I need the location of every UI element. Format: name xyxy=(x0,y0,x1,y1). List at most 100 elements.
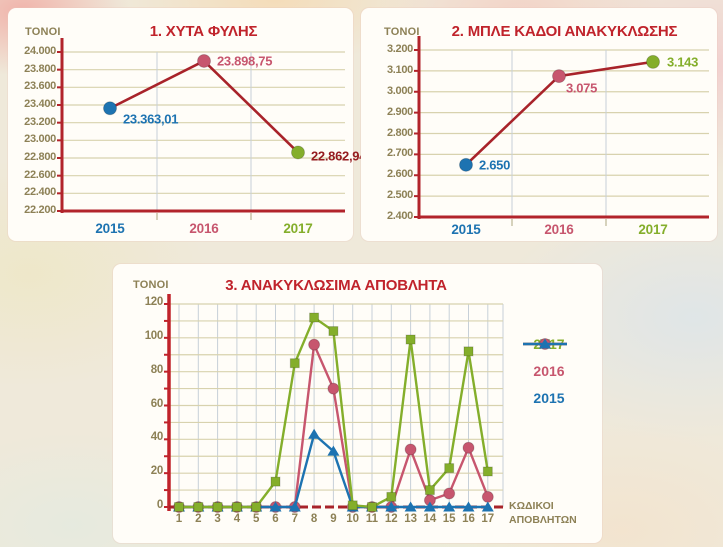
y-tick-label: 2.500 xyxy=(386,189,413,202)
data-point-marker-2017 xyxy=(328,326,339,337)
data-point-marker-2017 xyxy=(482,466,493,477)
data-point-marker-2017 xyxy=(367,502,377,512)
chart2-data-label-2017: 3.143 xyxy=(667,54,699,70)
data-point-marker-2015 xyxy=(404,501,417,512)
y-tick-label: 23.600 xyxy=(24,80,56,93)
chart2-data-label-2016: 3.075 xyxy=(566,80,598,96)
data-point-2015 xyxy=(103,101,117,116)
x-tick-label-4: 4 xyxy=(233,513,241,525)
data-point-marker-2017 xyxy=(251,502,262,512)
chart-panel-2: ΤΟΝΟΙ 2. ΜΠΛΕ ΚΑΔΟΙ ΑΝΑΚΥΚΛΩΣΗΣ 2.650 3.… xyxy=(361,8,717,241)
data-point-marker-2017 xyxy=(309,312,320,323)
x-tick-label-2015: 2015 xyxy=(451,222,481,237)
y-tick-label: 100 xyxy=(144,329,164,342)
x-tick-label-17: 17 xyxy=(481,513,495,525)
data-point-marker-2017 xyxy=(424,485,435,496)
data-point-marker-2015 xyxy=(462,501,475,512)
y-tick-label: 0 xyxy=(156,499,163,511)
x-tick-label-2: 2 xyxy=(195,513,202,525)
y-tick-label: 23.400 xyxy=(24,98,56,110)
x-tick-label-11: 11 xyxy=(365,513,379,525)
data-point-marker-2017 xyxy=(405,334,416,345)
chart1-data-label-2017: 22.862,94 xyxy=(311,148,367,164)
x-tick-label-2016: 2016 xyxy=(544,222,574,237)
chart3-y-axis-unit: ΤΟΝΟΙ xyxy=(133,279,169,291)
y-tick-label: 2.600 xyxy=(386,168,413,181)
chart3-x-axis-label: ΚΩΔΙΚΟΙ ΑΠΟΒΛΗΤΩΝ xyxy=(509,500,577,526)
y-tick-label: 23.000 xyxy=(24,133,56,146)
data-point-2017 xyxy=(646,54,660,69)
y-tick-label: 2.700 xyxy=(386,147,413,160)
chart1-canvas xyxy=(57,38,345,220)
y-tick-label: 22.200 xyxy=(24,204,56,216)
chart2-title: 2. ΜΠΛΕ ΚΑΔΟΙ ΑΝΑΚΥΚΛΩΣΗΣ xyxy=(451,23,678,40)
data-point-marker-2015 xyxy=(423,501,436,512)
chart-panel-1: ΤΟΝΟΙ 1. ΧΥΤΑ ΦΥΛΗΣ 23.363,01 23.898,75 … xyxy=(8,8,366,241)
data-point-marker-2017 xyxy=(347,500,358,511)
x-tick-label-2017: 2017 xyxy=(638,222,668,237)
y-tick-label: 2.400 xyxy=(386,210,413,222)
data-point-marker-2017 xyxy=(289,358,300,369)
x-tick-label-16: 16 xyxy=(462,513,475,525)
legend-entry-2015: 2015 xyxy=(521,338,577,406)
data-point-marker-2017 xyxy=(270,476,281,487)
chart1-y-axis-unit: ΤΟΝΟΙ xyxy=(25,26,61,38)
x-tick-label-8: 8 xyxy=(310,513,318,525)
legend-label-2015: 2015 xyxy=(533,390,565,406)
y-tick-label: 2.900 xyxy=(386,105,413,118)
data-point-marker-2016 xyxy=(327,382,340,395)
data-point-2015 xyxy=(459,157,473,172)
data-point-marker-2016 xyxy=(443,487,456,500)
data-point-marker-2017 xyxy=(444,463,455,474)
data-point-2016 xyxy=(552,69,566,84)
data-point-marker-2017 xyxy=(231,502,242,512)
data-point-marker-2017 xyxy=(193,502,204,512)
x-tick-label-5: 5 xyxy=(252,513,260,525)
x-tick-label-1: 1 xyxy=(175,513,183,525)
x-tick-label-13: 13 xyxy=(404,513,417,525)
y-tick-label: 24.000 xyxy=(24,45,56,57)
x-tick-label-12: 12 xyxy=(384,513,398,525)
legend-entry-2016: 2016 xyxy=(521,338,577,379)
chart-panel-3: ΤΟΝΟΙ 3. ΑΝΑΚΥΚΛΩΣΙΜΑ ΑΠΟΒΛΗΤΑ ΚΩΔΙΚΟΙ Α… xyxy=(113,264,602,543)
legend-triangle-marker-icon xyxy=(523,338,567,349)
x-tick-label-6: 6 xyxy=(272,513,279,525)
y-tick-label: 23.800 xyxy=(24,62,56,75)
data-line xyxy=(109,59,299,154)
chart2-y-axis-unit: ΤΟΝΟΙ xyxy=(384,26,420,38)
y-tick-label: 120 xyxy=(144,296,164,308)
x-tick-label-2017: 2017 xyxy=(283,221,313,236)
data-point-marker-2015 xyxy=(327,445,340,456)
data-point-marker-2015 xyxy=(443,501,456,512)
chart3-title: 3. ΑΝΑΚΥΚΛΩΣΙΜΑ ΑΠΟΒΛΗΤΑ xyxy=(225,277,447,294)
y-tick-label: 3.100 xyxy=(386,63,413,76)
y-tick-label: 40 xyxy=(150,431,164,444)
chart1-data-label-2016: 23.898,75 xyxy=(217,53,273,69)
chart1-title: 1. ΧΥΤΑ ΦΥΛΗΣ xyxy=(149,23,258,40)
data-point-marker-2015 xyxy=(481,501,494,512)
x-tick-label-2016: 2016 xyxy=(189,221,219,236)
x-tick-label-3: 3 xyxy=(214,513,221,525)
y-tick-label: 22.600 xyxy=(24,168,56,181)
y-tick-label: 3.200 xyxy=(386,43,413,55)
data-point-2017 xyxy=(291,145,305,160)
y-tick-label: 60 xyxy=(150,397,164,410)
data-point-marker-2015 xyxy=(269,501,282,512)
y-tick-label: 2.800 xyxy=(386,126,413,139)
legend-marker-shape-2015 xyxy=(539,338,551,349)
y-tick-label: 3.000 xyxy=(386,84,413,97)
chart2-data-label-2015: 2.650 xyxy=(479,157,511,173)
chart1-data-label-2015: 23.363,01 xyxy=(123,111,179,127)
x-tick-label-15: 15 xyxy=(442,513,456,525)
x-tick-label-7: 7 xyxy=(291,513,298,525)
y-tick-label: 80 xyxy=(150,363,164,376)
data-point-marker-2016 xyxy=(481,490,494,503)
data-point-marker-2015 xyxy=(308,428,321,439)
chart3-canvas xyxy=(164,294,504,513)
data-point-marker-2015 xyxy=(385,501,398,512)
legend-label-2016: 2016 xyxy=(533,363,565,379)
x-tick-label-2015: 2015 xyxy=(95,221,125,236)
data-point-marker-2017 xyxy=(386,491,397,502)
chart2-canvas xyxy=(414,36,709,226)
